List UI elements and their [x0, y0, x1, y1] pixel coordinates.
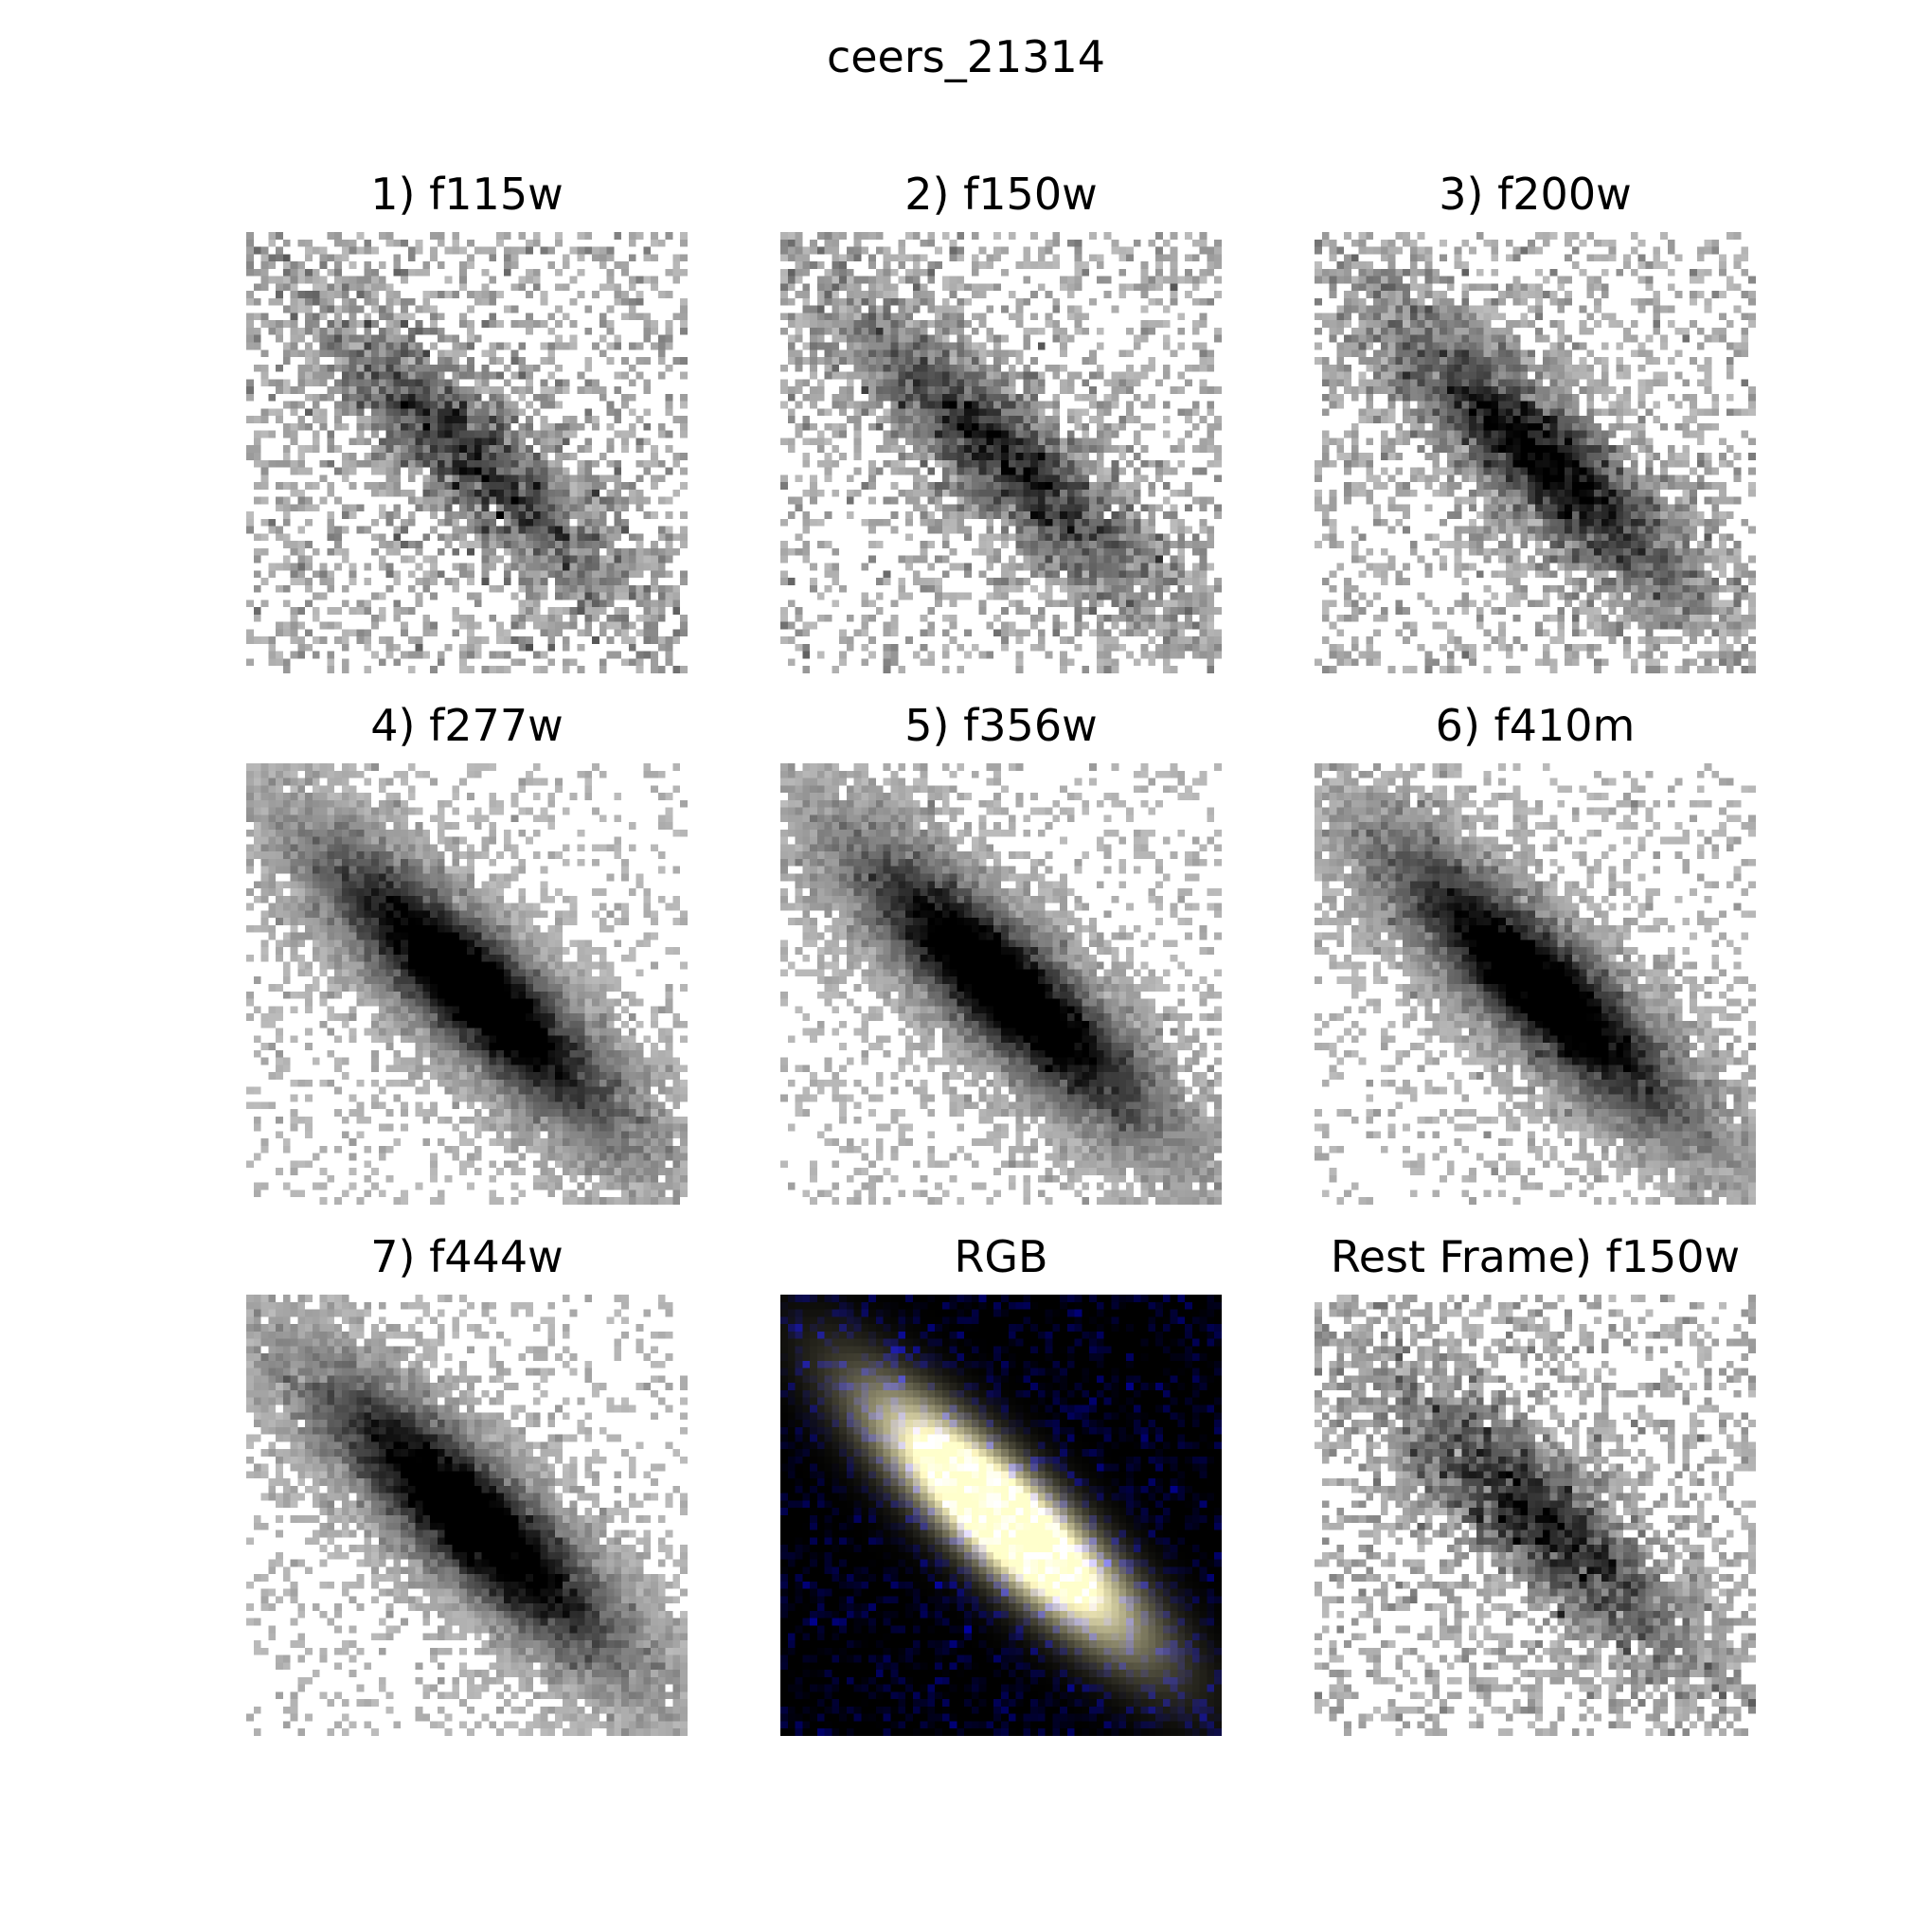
f444w-cutout-image	[246, 1295, 688, 1736]
figure-title: ceers_21314	[826, 31, 1106, 82]
f410m-cutout-image	[1315, 763, 1756, 1205]
f277w-cutout-image	[246, 763, 688, 1205]
panel-title: RGB	[954, 1231, 1048, 1282]
panel-title: 4) f277w	[370, 700, 564, 751]
f356w-cutout-image	[780, 763, 1222, 1205]
panel-title: 2) f150w	[904, 169, 1098, 220]
rgb-composite-image	[780, 1295, 1222, 1736]
f115w-cutout-image	[246, 232, 688, 673]
panel-title: 7) f444w	[370, 1231, 564, 1282]
panel-title: 3) f200w	[1439, 169, 1632, 220]
f200w-cutout-image	[1315, 232, 1756, 673]
panel-title: 6) f410m	[1435, 700, 1636, 751]
f150w-cutout-image	[780, 232, 1222, 673]
panel-title: 1) f115w	[370, 169, 564, 220]
panel-title: Rest Frame) f150w	[1330, 1231, 1741, 1282]
rest-frame-f150w-cutout-image	[1315, 1295, 1756, 1736]
panel-title: 5) f356w	[904, 700, 1098, 751]
